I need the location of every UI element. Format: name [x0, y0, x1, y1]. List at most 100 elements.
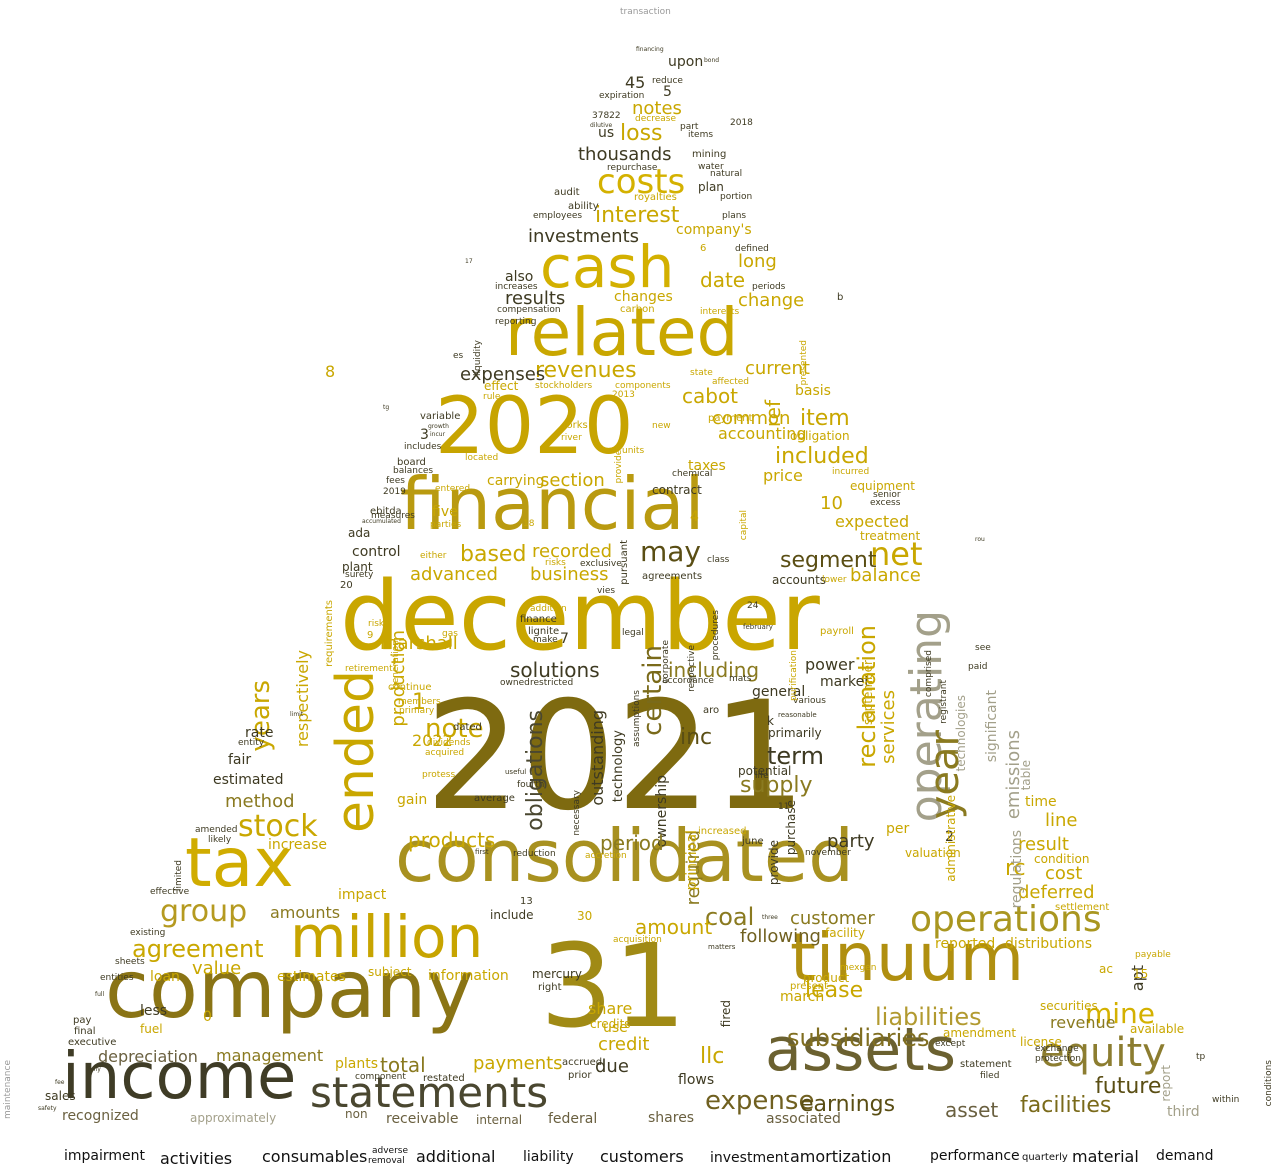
cloud-word: impairment — [64, 1148, 146, 1164]
cloud-word: exchange — [1035, 1044, 1079, 1054]
cloud-word: fee — [55, 1079, 65, 1086]
cloud-word: accrued — [562, 1057, 603, 1068]
cloud-word: 2021 — [425, 670, 807, 844]
cloud-word: llc — [700, 1044, 725, 1069]
cloud-word: date — [700, 268, 746, 292]
cloud-word: gas — [442, 629, 458, 639]
cloud-word: statement — [960, 1059, 1012, 1070]
cloud-word: fourth — [517, 780, 545, 790]
cloud-word: comprised — [924, 650, 934, 698]
cloud-word: state — [690, 368, 713, 378]
cloud-word: board — [397, 457, 426, 468]
cloud-word: 5 — [663, 84, 672, 100]
cloud-word: reasonable — [778, 711, 817, 719]
cloud-word: risk — [368, 619, 385, 629]
cloud-word: taxes — [688, 458, 726, 474]
cloud-word: third — [1167, 1104, 1200, 1120]
cloud-word: method — [225, 791, 295, 812]
cloud-word: rule — [483, 392, 501, 402]
cloud-word: less — [140, 1003, 168, 1019]
cloud-word: receivable — [386, 1111, 459, 1127]
cloud-word: fully — [88, 1066, 101, 1073]
cloud-word: increase — [268, 837, 328, 853]
cloud-word: repurchase — [607, 163, 658, 173]
cloud-word: advanced — [410, 564, 498, 585]
cloud-word: carrying — [487, 473, 545, 489]
cloud-word: expiration — [599, 91, 645, 101]
cloud-word: expected — [835, 512, 910, 531]
cloud-word: effective — [150, 887, 190, 897]
cloud-word: dated — [453, 722, 482, 733]
cloud-word: value — [192, 958, 242, 979]
cloud-word: respectively — [293, 650, 312, 748]
cloud-word: non — [345, 1107, 368, 1121]
cloud-word: stockholders — [535, 381, 593, 391]
cloud-word: 13 — [520, 896, 533, 907]
cloud-word: basis — [795, 383, 831, 399]
cloud-word: restricted — [530, 678, 574, 688]
cloud-word: expenses — [460, 364, 546, 385]
cloud-word: plant — [342, 560, 373, 574]
cloud-word: performance — [930, 1148, 1020, 1164]
cloud-word: b — [837, 292, 844, 303]
cloud-word: risks — [545, 558, 566, 568]
cloud-word: term — [767, 742, 824, 770]
cloud-word: facility — [825, 926, 865, 940]
cloud-word: mercury — [532, 967, 582, 981]
cloud-word: procedures — [711, 610, 721, 661]
cloud-word: financial — [400, 462, 705, 546]
cloud-word: five — [432, 504, 458, 520]
cloud-word: payments — [473, 1053, 563, 1074]
cloud-word: fuel — [140, 1022, 163, 1036]
cloud-word: available — [1130, 1022, 1185, 1036]
cloud-word: existing — [130, 928, 166, 938]
cloud-word: due — [595, 1056, 629, 1077]
cloud-word: measures — [371, 511, 415, 521]
cloud-word: power — [805, 655, 855, 674]
cloud-word: upon — [668, 54, 704, 70]
cloud-word: deferred — [1018, 882, 1095, 903]
cloud-word: technologies — [954, 695, 968, 772]
cloud-word: within — [1212, 1095, 1240, 1105]
cloud-word: services — [878, 690, 899, 764]
cloud-word: requirements — [324, 600, 335, 667]
cloud-word: recognized — [62, 1108, 139, 1124]
cloud-word: balance — [850, 565, 921, 586]
cloud-word: reduction — [513, 849, 556, 859]
cloud-word: table — [1019, 760, 1033, 791]
cloud-word: march — [780, 989, 825, 1005]
cloud-word: federal — [548, 1111, 598, 1127]
cloud-word: dividends — [427, 738, 471, 748]
cloud-word: company's — [676, 222, 752, 238]
cloud-word: units — [622, 446, 645, 456]
cloud-word: 2022 — [412, 731, 453, 750]
cloud-word: accounts — [772, 573, 827, 587]
cloud-word: primarily — [768, 726, 822, 740]
cloud-word: marshall — [380, 633, 458, 654]
cloud-word: right — [538, 982, 562, 993]
cloud-word: market — [820, 674, 870, 690]
cloud-word: effect — [484, 379, 519, 393]
cloud-word: operations — [910, 899, 1102, 940]
cloud-word: thousands — [578, 144, 672, 165]
cloud-word: interests — [700, 307, 740, 317]
cloud-word: solutions — [510, 658, 600, 682]
cloud-word: except — [935, 1039, 966, 1049]
cloud-word: excess — [870, 498, 901, 508]
cloud-word: agreement — [132, 935, 264, 963]
cloud-word: 18 — [523, 519, 535, 529]
cloud-word: natural — [710, 169, 743, 179]
cloud-word: product — [803, 971, 850, 985]
cloud-word: 37822 — [592, 111, 621, 121]
cloud-word: business — [530, 564, 609, 585]
cloud-word: es — [453, 351, 464, 361]
cloud-word: changes — [614, 289, 673, 305]
cloud-word: continue — [388, 682, 432, 693]
cloud-word: balances — [393, 466, 434, 476]
cloud-word: presented — [799, 340, 809, 386]
cloud-word: plants — [335, 1056, 379, 1072]
cloud-word: full — [95, 991, 105, 998]
cloud-word: ability — [568, 201, 599, 212]
cloud-word: carbon — [620, 304, 655, 315]
cloud-word: parties — [430, 520, 462, 530]
